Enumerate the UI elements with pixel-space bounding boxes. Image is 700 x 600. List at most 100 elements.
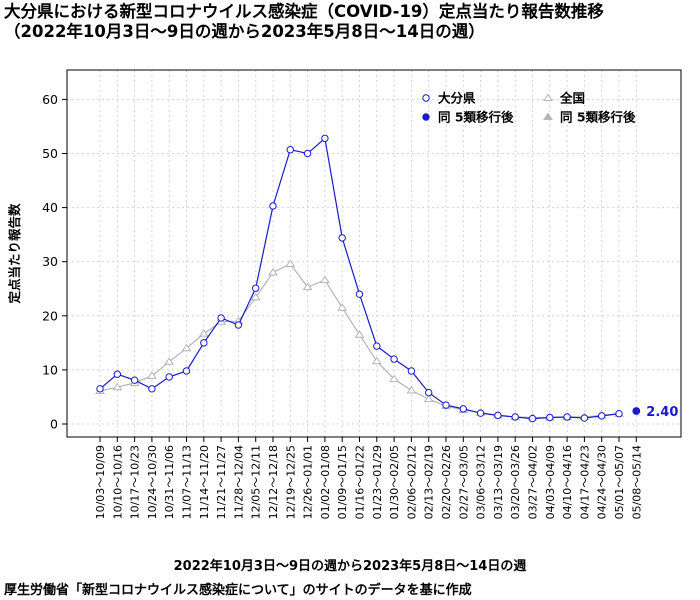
national-point	[371, 356, 382, 365]
x-axis-title: 2022年10月3日～9日の週から2023年5月8日～14日の週	[173, 559, 527, 574]
legend-marker-national-post	[543, 112, 553, 121]
oita-point	[459, 405, 467, 413]
x-tick-label: 02/13～02/19	[423, 445, 436, 519]
x-tick-label: 01/23～01/29	[371, 445, 384, 519]
x-tick-label: 03/06～03/12	[475, 445, 488, 519]
oita-point	[286, 146, 294, 154]
x-tick-label: 01/16～01/22	[354, 445, 367, 519]
x-tick-label: 05/08～05/14	[630, 445, 643, 519]
x-tick-label: 04/10～04/16	[561, 445, 574, 519]
title-line-2: （2022年10月3日～9日の週から2023年5月8日～14日の週）	[4, 22, 485, 41]
x-tick-label: 11/28～12/04	[232, 445, 245, 519]
national-point	[250, 292, 261, 301]
national-point	[285, 259, 296, 267]
x-tick-label: 02/06～02/12	[405, 445, 418, 519]
legend-label-oita-post: 同 5類移行後	[438, 110, 514, 125]
oita-point	[615, 410, 623, 418]
oita-point	[373, 342, 381, 350]
legend-label-oita: 大分県	[438, 91, 476, 106]
x-tick-label: 12/05～12/11	[250, 445, 263, 519]
x-tick-label: 04/03～04/09	[544, 445, 557, 519]
plot-frame	[66, 69, 682, 438]
oita-point	[148, 385, 156, 393]
oita-point	[563, 413, 571, 421]
oita-point	[130, 376, 139, 384]
oita-point	[511, 413, 519, 421]
x-tick-label: 03/13～03/19	[492, 445, 505, 519]
x-tick-label: 02/20～02/26	[440, 445, 453, 519]
y-tick-label: 50	[42, 146, 58, 161]
x-tick-label: 04/17～04/23	[578, 445, 591, 519]
national-point	[319, 275, 330, 284]
x-tick-label: 10/10～10/16	[111, 445, 124, 519]
legend-marker-oita-post	[422, 113, 430, 121]
y-tick-label: 20	[42, 308, 58, 323]
x-tick-label: 11/14～11/20	[198, 445, 211, 519]
x-tick-label: 01/09～01/15	[336, 445, 349, 519]
legend-label-national: 全国	[559, 91, 585, 106]
national-point	[406, 385, 417, 394]
legend: 大分県 全国同 5類移行後 同 5類移行後	[422, 91, 636, 125]
oita-post-point	[632, 407, 641, 415]
oita-point	[546, 413, 554, 422]
x-tick-label: 12/19～12/25	[284, 445, 297, 519]
legend-label-national-post: 同 5類移行後	[560, 110, 636, 125]
x-tick-label: 10/03～10/09	[94, 445, 107, 519]
x-tick-label: 12/12～12/18	[267, 445, 280, 519]
oita-point	[269, 202, 277, 210]
y-tick-label: 60	[42, 92, 58, 107]
oita-point	[303, 149, 312, 158]
national-point	[389, 374, 400, 383]
national-point	[198, 329, 209, 337]
national-point	[302, 282, 313, 291]
national-point	[146, 371, 157, 379]
oita-point	[598, 412, 606, 420]
legend-marker-national	[543, 93, 553, 102]
x-tick-label: 04/24～04/30	[596, 445, 609, 519]
national-point	[423, 394, 434, 403]
national-point	[268, 268, 278, 276]
oita-point	[425, 388, 433, 397]
oita-point	[217, 314, 225, 322]
oita-point	[390, 355, 398, 363]
chart-title: 大分県における新型コロナウイルス感染症（COVID-19）定点当たり報告数推移 …	[4, 2, 696, 42]
oita-point	[494, 411, 502, 420]
oita-point	[442, 401, 450, 409]
oita-point	[200, 339, 208, 347]
source-note: 厚生労働省「新型コロナウイルス感染症について」のサイトのデータを基に作成	[4, 583, 472, 598]
x-tick-label: 01/30～02/05	[388, 445, 401, 519]
x-tick-label: 02/27～03/05	[457, 445, 470, 519]
x-tick-label: 11/21～11/27	[215, 445, 228, 519]
x-tick-label: 10/17～10/23	[129, 445, 142, 519]
value-annotation: 2.40	[646, 405, 678, 420]
oita-point	[407, 367, 416, 375]
title-line-1: 大分県における新型コロナウイルス感染症（COVID-19）定点当たり報告数推移	[4, 2, 604, 21]
oita-point	[96, 385, 104, 393]
oita-point	[355, 290, 364, 298]
y-tick-label: 30	[42, 254, 58, 269]
national-point	[164, 357, 175, 365]
y-tick-label: 40	[42, 200, 58, 215]
oita-point	[182, 367, 191, 375]
oita-point	[528, 414, 537, 423]
oita-point	[113, 370, 122, 378]
oita-point	[234, 321, 243, 329]
x-tick-label: 01/02～01/08	[319, 445, 332, 519]
x-tick-label: 10/24～10/30	[146, 445, 159, 519]
x-tick-label: 03/20～03/26	[509, 445, 522, 519]
oita-point	[252, 284, 260, 292]
x-tick-label: 03/27～04/02	[527, 445, 540, 519]
y-axis-title: 定点当たり報告数	[7, 203, 22, 305]
y-tick-label: 10	[42, 362, 58, 377]
x-tick-label: 12/26～01/01	[302, 445, 315, 519]
oita-point	[338, 234, 346, 242]
national-point	[181, 343, 192, 352]
x-tick-label: 10/31～11/06	[163, 445, 176, 519]
oita-point	[321, 134, 329, 143]
x-tick-label: 05/01～05/07	[613, 445, 626, 519]
national-point	[112, 382, 123, 391]
national-point	[354, 330, 365, 338]
y-tick-label: 0	[50, 417, 58, 432]
x-tick-label: 11/07～11/13	[181, 445, 194, 519]
